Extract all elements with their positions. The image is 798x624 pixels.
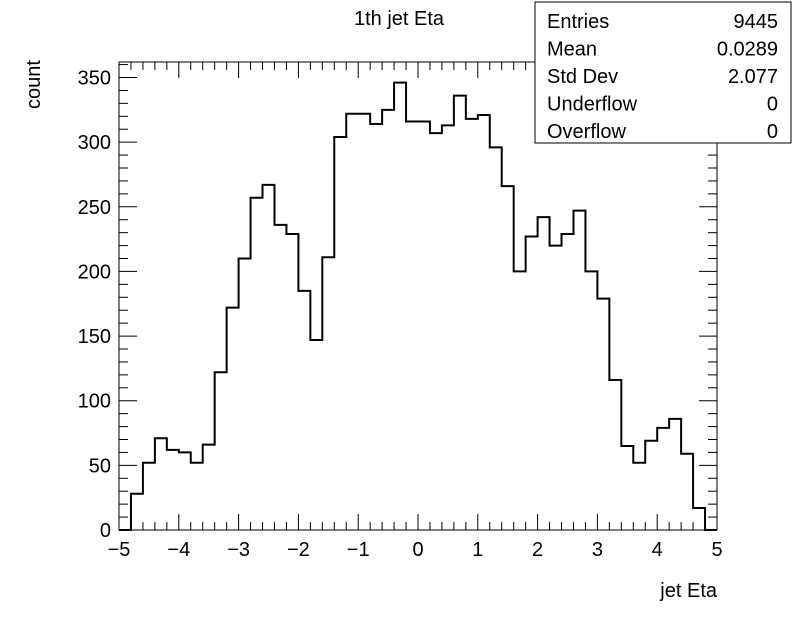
y-tick-label: 100	[78, 391, 111, 413]
histogram-bin	[358, 114, 370, 530]
y-tick-label: 250	[78, 197, 111, 219]
histogram-bin	[251, 198, 263, 530]
chart-title: 1th jet Eta	[354, 8, 445, 30]
x-tick-label: 1	[472, 539, 483, 561]
x-tick-label: −4	[167, 539, 190, 561]
histogram-bin	[322, 257, 334, 530]
histogram-bin	[334, 137, 346, 530]
y-axis-title: count	[23, 60, 45, 109]
histogram-bin	[179, 452, 191, 530]
histogram-bin	[430, 133, 442, 530]
stats-label: Mean	[547, 39, 597, 61]
histogram-bin	[191, 463, 203, 530]
x-tick-label: 2	[532, 539, 543, 561]
histogram-bin	[585, 271, 597, 530]
x-tick-labels: −5 −4 −3 −2 −1 0 1 2 3 4 5	[108, 539, 723, 561]
histogram-bin	[418, 121, 430, 530]
histogram-bin	[657, 428, 669, 530]
histogram-bin	[693, 508, 705, 530]
stats-value: 0	[767, 94, 778, 116]
x-tick-label: 5	[711, 539, 722, 561]
histogram-bin	[454, 96, 466, 530]
histogram-series-line	[119, 81, 717, 531]
stats-label: Std Dev	[547, 66, 618, 88]
histogram-bin	[597, 299, 609, 530]
histogram-bin	[370, 124, 382, 530]
histogram-bin	[131, 494, 143, 530]
histogram-bin	[286, 234, 298, 530]
histogram-bin	[490, 147, 502, 530]
y-tick-label: 350	[78, 68, 111, 90]
stats-value: 0.0289	[717, 39, 778, 61]
histogram-bin	[609, 380, 621, 530]
histogram-bin	[274, 225, 286, 530]
histogram-bin	[155, 438, 167, 530]
stats-label: Underflow	[547, 94, 638, 116]
histogram-bin	[298, 291, 310, 530]
histogram-bin	[621, 446, 633, 530]
y-tick-label: 200	[78, 261, 111, 283]
y-tick-labels: 0 50 100 150 200 250 300 350	[78, 68, 111, 542]
histogram-bin	[645, 441, 657, 530]
stats-label: Overflow	[547, 121, 626, 143]
histogram-bin	[550, 246, 562, 530]
histogram-bin	[346, 114, 358, 530]
x-axis-title: jet Eta	[659, 580, 718, 602]
histogram-bin	[633, 463, 645, 530]
histogram-bin	[227, 308, 239, 530]
histogram-bin	[203, 445, 215, 530]
stats-box-frame	[534, 1, 792, 144]
x-tick-label: −2	[287, 539, 310, 561]
stats-value: 9445	[734, 11, 779, 33]
histogram-bin	[502, 186, 514, 530]
x-tick-label: −3	[227, 539, 250, 561]
stats-box: Entries 9445 Mean 0.0289 Std Dev 2.077 Underfl…	[534, 1, 792, 144]
y-tick-label: 50	[89, 455, 111, 477]
histogram-bin	[681, 454, 693, 530]
x-tick-label: 3	[592, 539, 603, 561]
histogram-bin	[562, 234, 574, 530]
stats-label: Entries	[547, 11, 609, 33]
histogram-bins	[131, 83, 705, 530]
x-tick-label: 0	[412, 539, 423, 561]
histogram-bin	[526, 237, 538, 530]
histogram-bin	[573, 211, 585, 530]
histogram-bin	[263, 185, 275, 530]
y-tick-label: 0	[100, 520, 111, 542]
histogram-bin	[394, 83, 406, 530]
histogram-bin	[215, 372, 227, 530]
x-tick-label: −5	[108, 539, 131, 561]
histogram-bin	[466, 119, 478, 530]
stats-value: 2.077	[728, 66, 778, 88]
histogram-bin	[669, 419, 681, 530]
y-tick-label: 150	[78, 326, 111, 348]
y-tick-label: 300	[78, 132, 111, 154]
histogram-bin	[478, 115, 490, 530]
histogram-bin	[538, 217, 550, 530]
stats-value: 0	[767, 121, 778, 143]
x-tick-label: −1	[347, 539, 370, 561]
x-tick-label: 4	[652, 539, 663, 561]
histogram-bin	[442, 125, 454, 530]
histogram-bin	[514, 271, 526, 530]
histogram-bin	[382, 110, 394, 530]
histogram-bin	[406, 121, 418, 530]
histogram-bin	[310, 340, 322, 530]
histogram-bin	[143, 463, 155, 530]
histogram-bin	[167, 450, 179, 530]
histogram-bin	[239, 259, 251, 530]
